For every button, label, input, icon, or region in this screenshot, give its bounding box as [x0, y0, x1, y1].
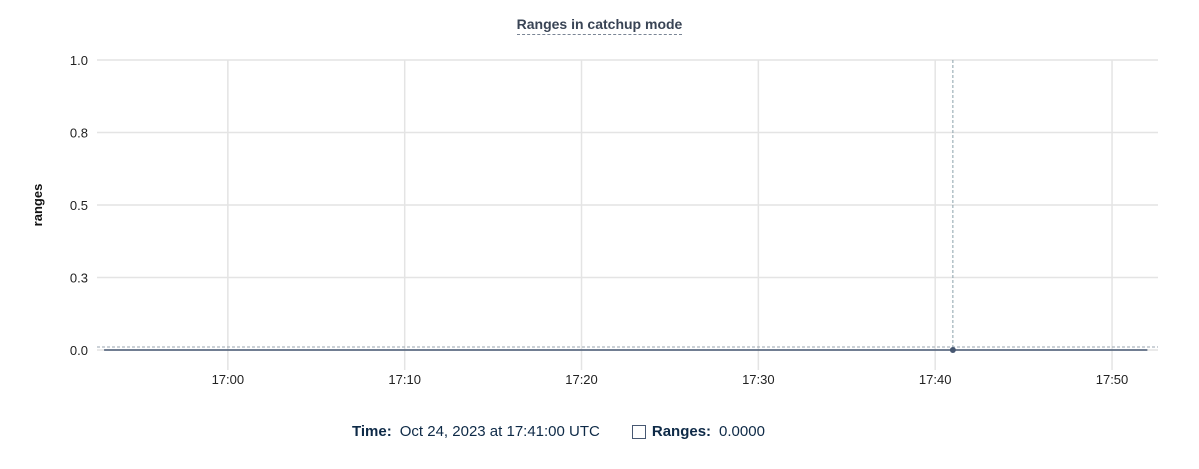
y-axis-label: ranges: [30, 184, 45, 227]
y-tick-label: 1.0: [70, 53, 88, 68]
hover-point: [949, 347, 956, 353]
y-tick-label: 0.5: [70, 198, 88, 213]
y-tick-label: 0.3: [70, 271, 88, 286]
series-value: 0.0000: [719, 423, 765, 440]
x-tick-label: 17:10: [388, 372, 421, 387]
x-tick-label: 17:00: [212, 372, 245, 387]
time-value: Oct 24, 2023 at 17:41:00 UTC: [399, 423, 600, 440]
series-label: Ranges:: [651, 423, 712, 440]
chart-title: Ranges in catchup mode: [0, 16, 1199, 35]
time-label: Time:: [352, 423, 392, 440]
y-tick-label: 0.0: [70, 343, 88, 358]
x-tick-label: 17:50: [1096, 372, 1129, 387]
x-tick-label: 17:20: [565, 372, 598, 387]
hover-legend: Time: Oct 24, 2023 at 17:41:00 UTC Range…: [352, 423, 765, 440]
chart-plot[interactable]: 0.0 0.3 0.5 0.8 1.0 17:00 17:10 17:20 17:30 17:40…: [0, 0, 1199, 400]
x-tick-label: 17:40: [919, 372, 952, 387]
y-tick-label: 0.8: [70, 126, 88, 141]
x-tick-label: 17:30: [742, 372, 775, 387]
series-toggle-checkbox[interactable]: [631, 424, 646, 439]
